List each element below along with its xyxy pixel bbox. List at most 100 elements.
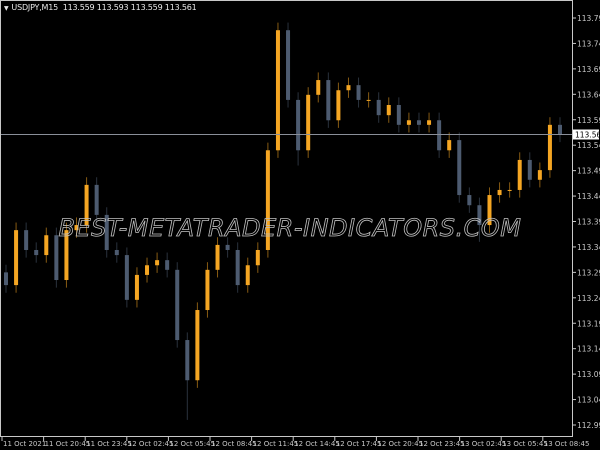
candle-body [517,159,522,190]
price-tick-label: 113.590 [577,116,600,125]
candle [195,302,200,388]
candle-body [215,244,220,270]
candle [84,177,89,233]
candle-body [437,120,442,151]
candle [44,227,49,263]
candle-body [326,80,331,121]
candle [467,187,472,213]
candle-body [34,249,39,256]
candle [165,252,170,278]
watermark: BEST-METATRADER-INDICATORS.COM [59,214,522,242]
candle-body [527,159,532,180]
time-tick-label: 13 Oct 02:45 [461,440,507,448]
time-tick-label: 12 Oct 11:45 [253,440,299,448]
candle [537,162,542,188]
candle-body [477,205,482,226]
price-axis[interactable]: 113.790 113.740 113.690 113.640 113.590 113.5… [572,14,600,430]
candle [406,112,411,133]
candle [396,97,401,133]
candle-body [24,230,29,250]
ohlc-readout: 113.559 113.593 113.559 113.561 [62,3,197,12]
candle-body [4,272,8,286]
time-tick-label: 13 Oct 08:45 [544,440,590,448]
candle [386,97,391,123]
price-tick-label: 113.140 [577,345,600,354]
candle [437,112,442,158]
candle [245,257,250,293]
candle [336,82,341,128]
bid-price-label: 113.561 [575,131,600,140]
candle-body [255,249,260,266]
candle-body [537,170,542,180]
candle [376,92,381,123]
candle-body [356,85,361,100]
dropdown-triangle-icon[interactable]: ▼ [4,5,9,12]
candle [205,262,210,318]
time-tick-label: 12 Oct 08:45 [211,440,257,448]
candle-body [185,340,190,381]
candle-body [457,140,462,196]
price-tick-label: 113.340 [577,243,600,252]
candle [366,92,371,108]
candle [74,217,79,238]
candle-body [74,225,79,231]
candle-body [487,195,492,226]
plot-border [0,0,573,437]
candle [487,187,492,233]
candle-body [165,260,170,270]
candle-body [94,184,99,215]
candle [416,112,421,133]
candle-body [416,120,421,125]
bid-price-box [573,129,599,140]
time-tick-label: 12 Oct 20:45 [377,440,423,448]
candle-body [265,150,270,250]
candle [558,117,562,143]
time-tick-label: 12 Oct 02:45 [128,440,174,448]
candle [235,242,240,293]
candle-body [275,30,280,151]
candle [185,332,190,420]
time-tick-label: 12 Oct 05:45 [169,440,215,448]
candle-body [447,140,452,151]
candle [124,247,129,308]
candle [175,262,180,348]
price-tick-label: 113.390 [577,218,600,227]
candle-body [134,274,139,300]
candle-body [547,124,552,171]
candle [356,77,361,108]
candle-body [467,195,472,206]
candle [346,77,351,98]
candle [34,242,39,263]
candle-body [225,244,230,250]
candle-body [507,189,512,191]
candle-body [145,265,150,275]
candle [104,207,109,258]
candle [64,222,69,288]
candle [326,72,331,128]
candle [547,117,552,178]
candle-body [286,30,291,100]
candle [457,132,462,203]
candle [286,22,291,108]
candle-body [104,214,109,250]
candle [507,182,512,198]
time-tick-label: 11 Oct 20:45 [45,440,91,448]
price-tick-label: 112.990 [577,421,600,430]
candle-body [427,120,432,125]
candle [225,237,230,258]
chart-header: ▼ USDJPY,M15 113.559 113.593 113.559 113.… [4,3,197,12]
time-tick-label: 12 Oct 23:45 [419,440,465,448]
symbol-label: USDJPY,M15 [11,3,59,12]
price-tick-label: 113.040 [577,396,600,405]
candle-body [14,230,19,286]
candle-body [346,85,351,91]
candle [265,142,270,258]
candle-body [155,260,160,266]
candle-body [316,80,321,95]
price-tick-label: 113.090 [577,370,600,379]
candle-body [114,249,119,256]
candle-body [306,94,311,151]
price-tick-label: 113.440 [577,192,600,201]
